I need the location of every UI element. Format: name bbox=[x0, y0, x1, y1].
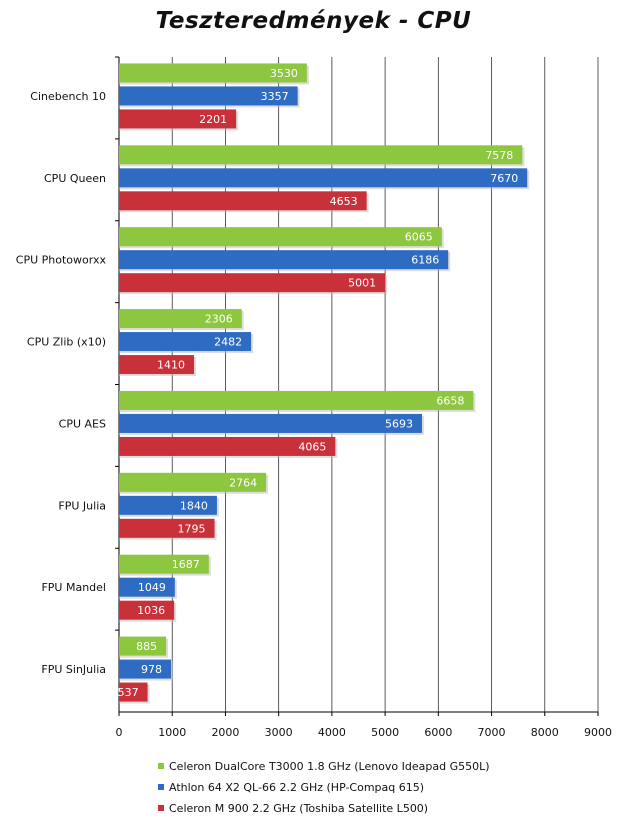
bar-value-label: 5001 bbox=[348, 277, 376, 290]
bar-value-label: 6658 bbox=[436, 394, 464, 407]
bar bbox=[119, 518, 215, 538]
bar bbox=[119, 355, 195, 375]
category-label: CPU Queen bbox=[44, 172, 106, 185]
bar-value-label: 1036 bbox=[137, 604, 165, 617]
bar-value-label: 978 bbox=[141, 663, 162, 676]
bar bbox=[119, 109, 237, 129]
bar bbox=[119, 472, 267, 492]
category-label: FPU Mandel bbox=[41, 581, 106, 594]
bar bbox=[119, 413, 422, 433]
x-tick-label: 3000 bbox=[265, 726, 293, 739]
bar bbox=[119, 636, 167, 656]
x-tick-label: 5000 bbox=[371, 726, 399, 739]
bar-value-label: 1049 bbox=[138, 581, 166, 594]
category-label: FPU SinJulia bbox=[41, 663, 106, 676]
bar-value-label: 6186 bbox=[411, 254, 439, 267]
bar bbox=[119, 659, 172, 679]
bar-value-label: 7670 bbox=[490, 172, 518, 185]
bar bbox=[119, 227, 442, 247]
x-tick-label: 7000 bbox=[478, 726, 506, 739]
category-label: CPU Photoworxx bbox=[16, 254, 107, 267]
bar bbox=[119, 390, 474, 410]
bar-value-label: 4065 bbox=[298, 440, 326, 453]
bar-value-label: 7578 bbox=[485, 149, 513, 162]
bar-value-label: 1840 bbox=[180, 499, 208, 512]
bar bbox=[119, 436, 336, 456]
bar bbox=[119, 495, 217, 515]
bar bbox=[119, 86, 298, 106]
bar-value-label: 3530 bbox=[270, 67, 298, 80]
bar bbox=[119, 309, 242, 329]
bar bbox=[119, 577, 175, 597]
x-tick-label: 0 bbox=[116, 726, 123, 739]
bar bbox=[119, 250, 449, 270]
bar-value-label: 5693 bbox=[385, 417, 413, 430]
bar-value-label: 3357 bbox=[261, 90, 289, 103]
bar-value-label: 2764 bbox=[229, 476, 257, 489]
legend-label: Celeron M 900 2.2 GHz (Toshiba Satellite… bbox=[169, 802, 428, 815]
x-tick-label: 9000 bbox=[584, 726, 612, 739]
category-label: Cinebench 10 bbox=[30, 90, 106, 103]
bar-value-label: 1687 bbox=[172, 558, 200, 571]
category-label: FPU Julia bbox=[58, 499, 106, 512]
bar-value-label: 537 bbox=[118, 686, 139, 699]
bar bbox=[119, 168, 528, 188]
bar-value-label: 1795 bbox=[178, 522, 206, 535]
legend-swatch bbox=[158, 763, 164, 769]
legend-swatch bbox=[158, 805, 164, 811]
category-label: CPU AES bbox=[59, 417, 106, 430]
bar bbox=[119, 273, 386, 293]
bar bbox=[119, 600, 175, 620]
bar bbox=[119, 554, 209, 574]
legend-label: Celeron DualCore T3000 1.8 GHz (Lenovo I… bbox=[169, 760, 490, 773]
bar-value-label: 1410 bbox=[157, 359, 185, 372]
bar-value-label: 4653 bbox=[330, 195, 358, 208]
chart-title: Teszteredmények - CPU bbox=[155, 8, 472, 34]
bar bbox=[119, 191, 367, 211]
x-tick-label: 8000 bbox=[531, 726, 559, 739]
bar-value-label: 2201 bbox=[199, 113, 227, 126]
x-tick-label: 4000 bbox=[318, 726, 346, 739]
bar bbox=[119, 332, 252, 352]
x-tick-label: 2000 bbox=[211, 726, 239, 739]
bar-value-label: 6065 bbox=[405, 231, 433, 244]
x-tick-label: 6000 bbox=[424, 726, 452, 739]
legend-swatch bbox=[158, 784, 164, 790]
legend-label: Athlon 64 X2 QL-66 2.2 GHz (HP-Compaq 61… bbox=[169, 781, 424, 794]
category-label: CPU Zlib (x10) bbox=[27, 336, 106, 349]
x-tick-label: 1000 bbox=[158, 726, 186, 739]
bar bbox=[119, 63, 307, 83]
bar-value-label: 2482 bbox=[214, 336, 242, 349]
bar bbox=[119, 682, 148, 702]
bar bbox=[119, 145, 523, 165]
bar-value-label: 2306 bbox=[205, 313, 233, 326]
bar-value-label: 885 bbox=[136, 640, 157, 653]
